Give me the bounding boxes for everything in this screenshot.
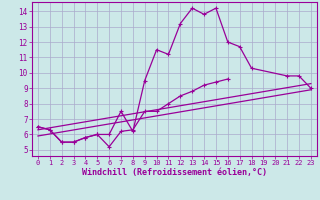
X-axis label: Windchill (Refroidissement éolien,°C): Windchill (Refroidissement éolien,°C) [82, 168, 267, 177]
